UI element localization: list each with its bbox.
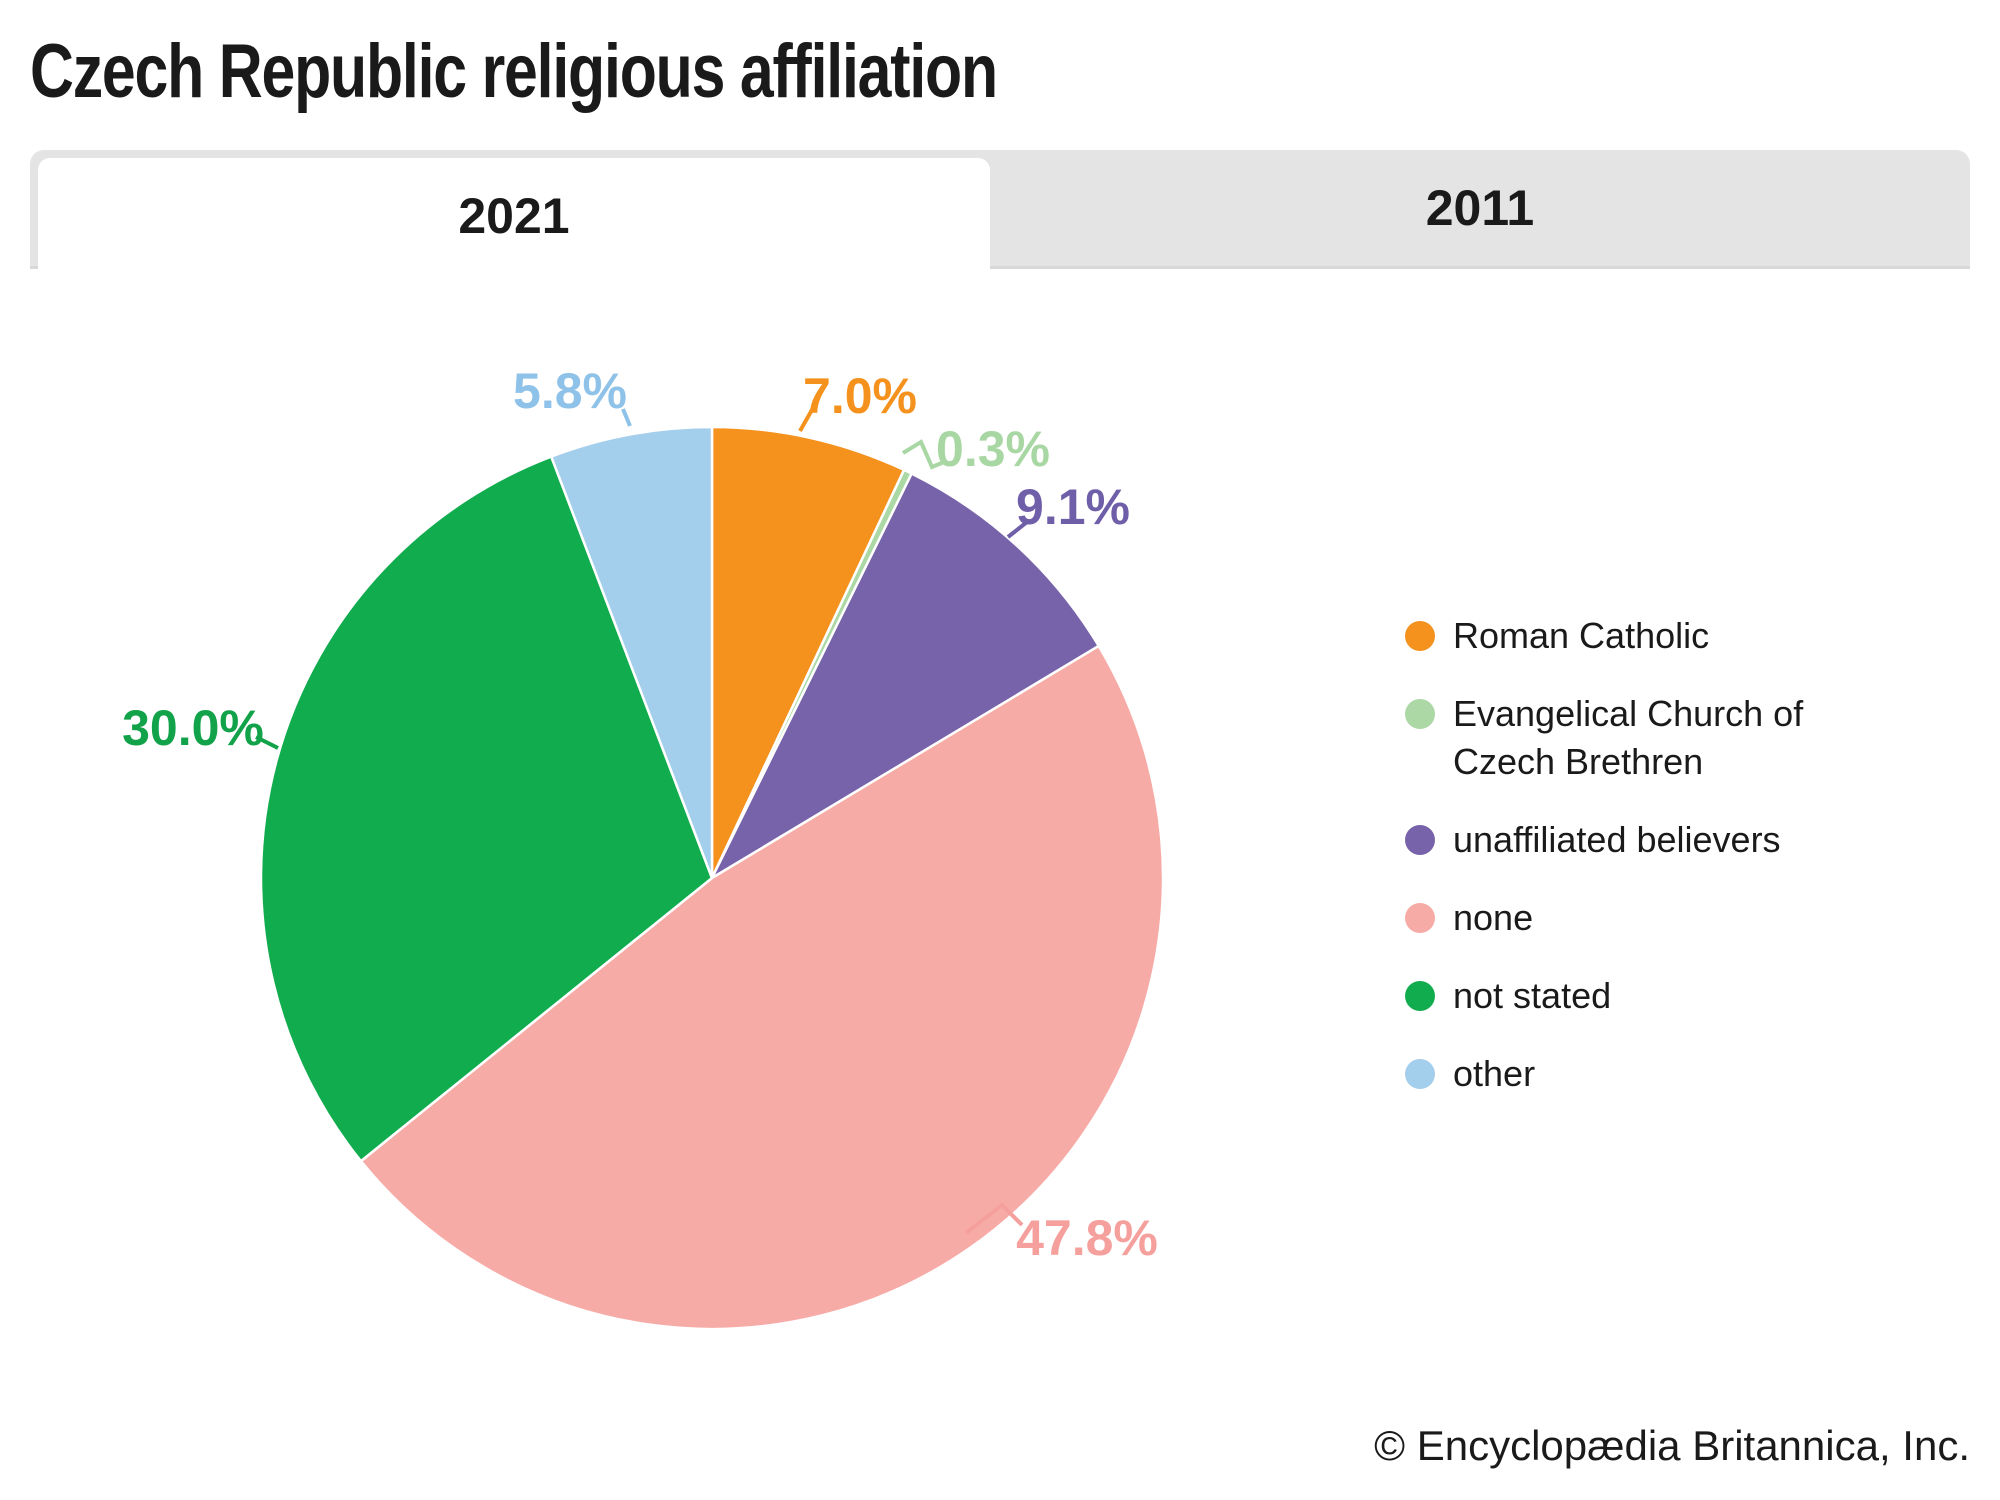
pie-slice-none[interactable] — [359, 644, 1165, 1331]
legend-label: none — [1453, 897, 1534, 938]
leader-line-evangelical-church-of-czech-brethren — [901, 439, 945, 470]
value-label-evangelical-church-of-czech-brethren: 0.3% — [936, 421, 1050, 477]
legend-label: not stated — [1453, 975, 1612, 1016]
tab-2021[interactable]: 2021 — [38, 158, 990, 274]
legend-dot-none — [1405, 903, 1435, 933]
legend-label: unaffiliated believers — [1453, 819, 1781, 860]
value-label-none: 47.8% — [1016, 1210, 1158, 1266]
legend-dot-other — [1405, 1059, 1435, 1089]
leader-line-not-stated — [255, 735, 279, 750]
legend-label: Roman Catholic — [1453, 615, 1710, 656]
legend-dot-unaffiliated-believers — [1405, 825, 1435, 855]
value-label-roman-catholic: 7.0% — [803, 368, 917, 424]
pie-slice-not-stated[interactable] — [259, 455, 714, 1163]
pie-slice-other[interactable] — [550, 425, 714, 880]
legend-item-other: other — [1405, 1050, 1883, 1098]
leader-line-other — [621, 408, 632, 427]
legend-item-not-stated: not stated — [1405, 972, 1883, 1020]
leader-line-unaffiliated-believers — [1006, 520, 1029, 539]
legend-dot-not-stated — [1405, 981, 1435, 1011]
value-label-not-stated: 30.0% — [122, 700, 264, 756]
legend: Roman Catholic Evangelical Church of Cze… — [1405, 612, 1883, 1098]
tab-2011[interactable]: 2011 — [990, 150, 1970, 266]
pie-slice-roman-catholic[interactable] — [710, 425, 906, 880]
leader-line-roman-catholic — [798, 407, 815, 432]
pie-slice-unaffiliated-believers[interactable] — [710, 472, 1100, 880]
leader-line-none — [964, 1202, 1024, 1235]
value-label-other: 5.8% — [513, 363, 627, 419]
legend-dot-roman-catholic — [1405, 621, 1435, 651]
value-label-unaffiliated-believers: 9.1% — [1016, 479, 1130, 535]
legend-dot-evangelical-church — [1405, 699, 1435, 729]
legend-item-roman-catholic: Roman Catholic — [1405, 612, 1883, 660]
page-title: Czech Republic religious affiliation — [30, 29, 998, 114]
tab-2011-label: 2011 — [1425, 180, 1535, 236]
legend-item-unaffiliated-believers: unaffiliated believers — [1405, 816, 1883, 864]
legend-label: other — [1453, 1053, 1536, 1094]
year-tabbar: 2021 2011 — [30, 150, 1970, 274]
legend-item-none: none — [1405, 894, 1883, 942]
legend-label: Evangelical Church of Czech Brethren — [1453, 693, 1804, 782]
copyright-notice: © Encyclopædia Britannica, Inc. — [1374, 1422, 1970, 1469]
legend-item-evangelical-church: Evangelical Church of Czech Brethren — [1405, 690, 1883, 786]
tab-2021-label: 2021 — [458, 188, 570, 244]
